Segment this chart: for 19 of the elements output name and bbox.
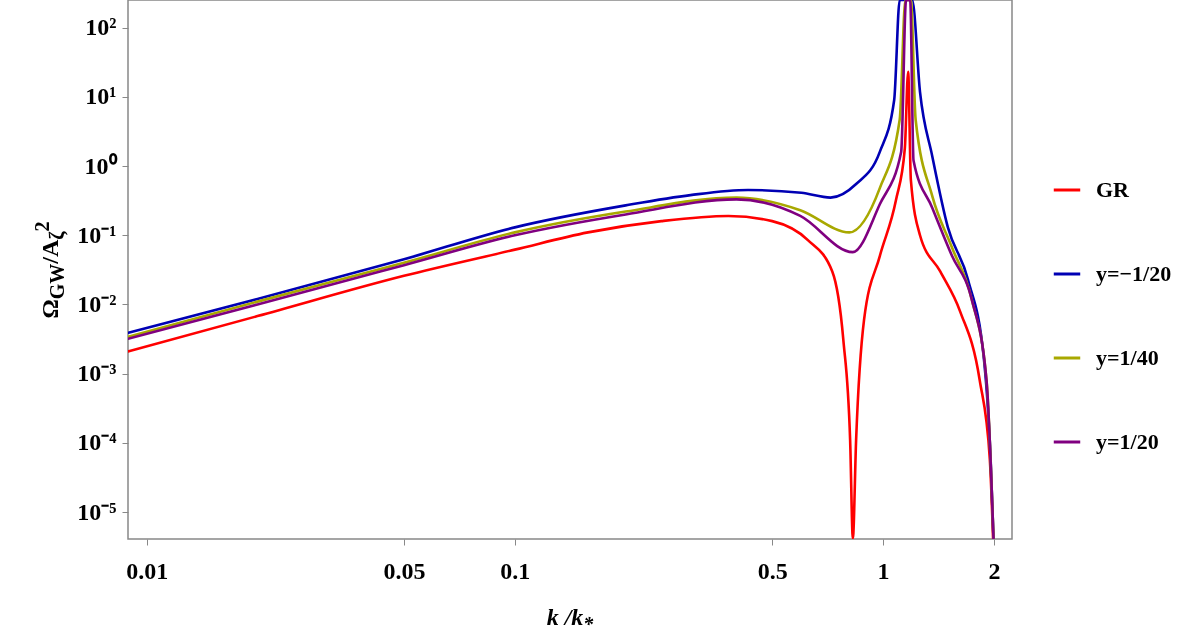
x-tick-label: 0.5 — [757, 557, 788, 584]
legend-label: y=1/40 — [1096, 345, 1159, 370]
x-tick-label: 0.1 — [500, 557, 531, 584]
y-tick-label: 10⁻⁵ — [77, 498, 117, 525]
y-tick-label: 10⁻² — [77, 290, 117, 317]
legend-label: y=1/20 — [1096, 429, 1159, 454]
x-tick-label: 2 — [988, 557, 1001, 584]
y-tick-label: 10² — [85, 14, 117, 41]
y-tick-label: 10⁻³ — [77, 360, 117, 387]
x-tick-label: 0.05 — [383, 557, 426, 584]
x-tick-label: 1 — [877, 557, 890, 584]
x-tick-label: 0.01 — [126, 557, 169, 584]
y-tick-label: 10¹ — [85, 83, 117, 110]
x-axis-title: k /k$_{*}$ — [546, 604, 594, 636]
y-tick-label: 10⁻⁴ — [77, 429, 117, 456]
y-tick-label: 10⁻¹ — [77, 221, 117, 248]
legend-label: y=−1/20 — [1096, 261, 1172, 286]
legend-label: GR — [1096, 177, 1131, 202]
y-tick-label: 10⁰ — [84, 152, 118, 179]
